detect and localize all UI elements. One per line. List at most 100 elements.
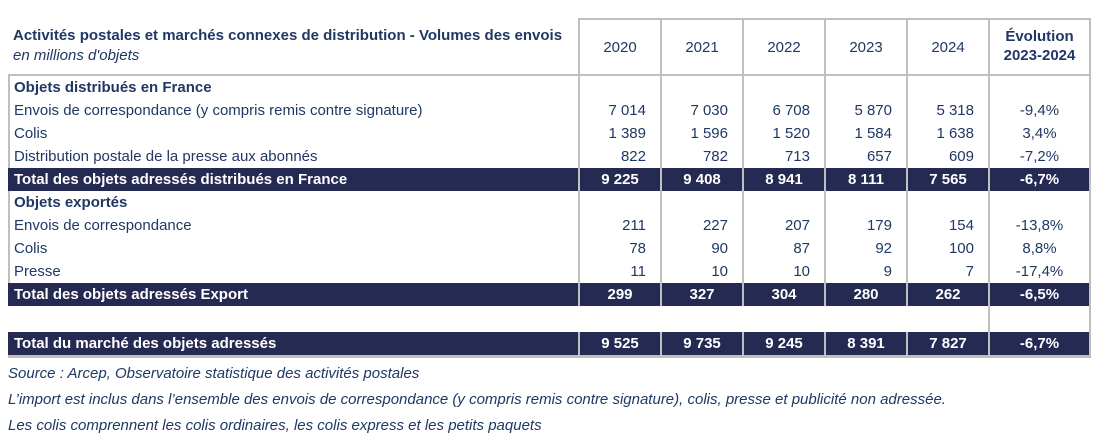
value-cell: 1 596 xyxy=(660,122,743,145)
value-cell: 9 735 xyxy=(660,332,743,358)
value-cell: 5 870 xyxy=(824,99,907,122)
value-cell: 1 638 xyxy=(906,122,989,145)
column-header-2022: 2022 xyxy=(742,18,826,76)
row-label: Colis xyxy=(8,122,579,145)
value-cell: 154 xyxy=(906,214,989,237)
value-cell xyxy=(824,75,907,99)
evolution-cell: -6,7% xyxy=(988,168,1091,191)
value-cell: 11 xyxy=(578,260,661,283)
evolution-cell xyxy=(988,191,1091,214)
section-row: Objets exportés xyxy=(8,191,1091,214)
value-cell: 90 xyxy=(660,237,743,260)
column-header-2020: 2020 xyxy=(578,18,662,76)
evolution-cell: -7,2% xyxy=(988,145,1091,168)
data-row: Envois de correspondance 211 227 207 179 154-… xyxy=(8,214,1091,237)
value-cell: 8 111 xyxy=(824,168,907,191)
row-label: Total des objets adressés Export xyxy=(8,283,579,306)
value-cell: 5 318 xyxy=(906,99,989,122)
row-label: Envois de correspondance xyxy=(8,214,579,237)
value-cell xyxy=(578,75,661,99)
column-header-2021: 2021 xyxy=(660,18,744,76)
row-label: Envois de correspondance (y compris remi… xyxy=(8,99,579,122)
value-cell: 7 827 xyxy=(906,332,989,358)
value-cell: 92 xyxy=(824,237,907,260)
value-cell: 100 xyxy=(906,237,989,260)
value-cell: 822 xyxy=(578,145,661,168)
value-cell xyxy=(660,75,743,99)
column-header-evolution: Évolution 2023-2024 xyxy=(988,18,1091,76)
value-cell: 78 xyxy=(578,237,661,260)
value-cell: 657 xyxy=(824,145,907,168)
value-cell: 1 389 xyxy=(578,122,661,145)
evolution-cell xyxy=(988,75,1091,99)
evolution-cell: -13,8% xyxy=(988,214,1091,237)
value-cell: 9 245 xyxy=(742,332,825,358)
value-cell: 9 525 xyxy=(578,332,661,358)
footnotes: Source : Arcep, Observatoire statistique… xyxy=(8,365,1097,435)
value-cell: 207 xyxy=(742,214,825,237)
data-row: Presse 11 10 10 9 7 -17,4% xyxy=(8,260,1091,283)
value-cell xyxy=(825,306,907,332)
value-cell: 7 565 xyxy=(906,168,989,191)
value-cell xyxy=(579,306,661,332)
column-header-2023: 2023 xyxy=(824,18,908,76)
value-cell: 227 xyxy=(660,214,743,237)
grand-total-row: Total du marché des objets adressés 9 525… xyxy=(8,332,1091,358)
data-row: Colis 1 389 1 596 1 520 1 584 1 638 3,4% xyxy=(8,122,1091,145)
data-row: Colis 78 90 87 92 100 8,8% xyxy=(8,237,1091,260)
value-cell xyxy=(578,191,661,214)
table-subtitle: en millions d'objets xyxy=(13,47,140,65)
footnote-source: Source : Arcep, Observatoire statistique… xyxy=(8,365,420,382)
value-cell: 1 520 xyxy=(742,122,825,145)
evolution-cell xyxy=(988,306,1091,332)
value-cell: 211 xyxy=(578,214,661,237)
value-cell: 299 xyxy=(578,283,661,306)
data-row: Envois de correspondance (y compris remi… xyxy=(8,99,1091,122)
value-cell xyxy=(742,75,825,99)
value-cell xyxy=(906,75,989,99)
value-cell: 7 014 xyxy=(578,99,661,122)
value-cell: 10 xyxy=(742,260,825,283)
total-row: Total des objets adressés distribués en … xyxy=(8,168,1091,191)
row-label: Distribution postale de la presse aux ab… xyxy=(8,145,579,168)
row-label xyxy=(9,306,579,332)
table-title-cell: Activités postales et marchés connexes d… xyxy=(9,19,580,76)
spacer-row xyxy=(9,306,1091,332)
value-cell: 7 xyxy=(906,260,989,283)
column-header-2024: 2024 xyxy=(906,18,990,76)
value-cell: 9 408 xyxy=(660,168,743,191)
evolution-cell: 3,4% xyxy=(988,122,1091,145)
value-cell xyxy=(661,306,743,332)
value-cell: 327 xyxy=(660,283,743,306)
evolution-cell: -17,4% xyxy=(988,260,1091,283)
value-cell xyxy=(742,191,825,214)
value-cell: 782 xyxy=(660,145,743,168)
row-label: Colis xyxy=(8,237,579,260)
value-cell xyxy=(906,191,989,214)
value-cell: 8 391 xyxy=(824,332,907,358)
value-cell: 609 xyxy=(906,145,989,168)
evolution-header-line2: 2023-2024 xyxy=(1003,47,1076,64)
value-cell: 87 xyxy=(742,237,825,260)
footnote-import: L’import est inclus dans l’ensemble des … xyxy=(8,390,946,408)
value-cell: 9 225 xyxy=(578,168,661,191)
header-row: Activités postales et marchés connexes d… xyxy=(9,18,1091,76)
evolution-cell: -6,7% xyxy=(988,332,1091,358)
value-cell: 713 xyxy=(742,145,825,168)
value-cell: 9 xyxy=(824,260,907,283)
value-cell: 280 xyxy=(824,283,907,306)
row-label: Objets distribués en France xyxy=(8,75,579,99)
table-body: Objets distribués en France Envois de cor… xyxy=(8,75,1091,358)
value-cell xyxy=(743,306,825,332)
value-cell: 7 030 xyxy=(660,99,743,122)
value-cell: 179 xyxy=(824,214,907,237)
row-label: Objets exportés xyxy=(8,191,579,214)
total-row: Total des objets adressés Export 299 327 30… xyxy=(8,283,1091,306)
value-cell xyxy=(660,191,743,214)
value-cell: 8 941 xyxy=(742,168,825,191)
value-cell: 1 584 xyxy=(824,122,907,145)
section-row: Objets distribués en France xyxy=(8,75,1091,99)
data-row: Distribution postale de la presse aux ab… xyxy=(8,145,1091,168)
value-cell: 262 xyxy=(906,283,989,306)
